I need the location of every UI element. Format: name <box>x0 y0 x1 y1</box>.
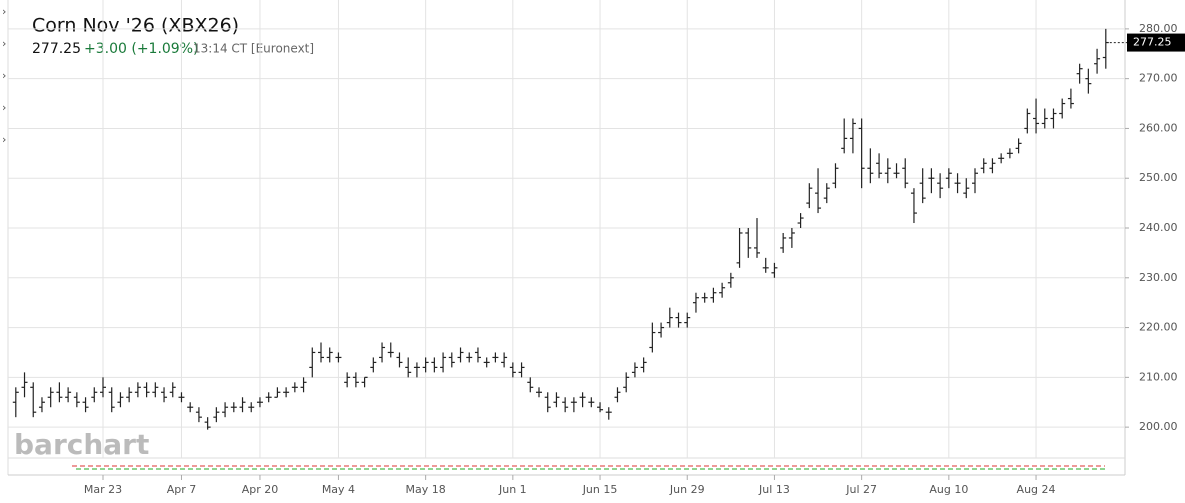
y-tick-label: 260.00 <box>1139 121 1178 134</box>
y-tick-label: 270.00 <box>1139 72 1178 85</box>
y-tick-label: 280.00 <box>1139 22 1178 35</box>
price-change: +3.00 (+1.09%) <box>84 41 198 57</box>
side-arrow[interactable]: › <box>2 133 6 146</box>
side-arrow[interactable]: › <box>2 101 6 114</box>
last-price-tag-label: 277.25 <box>1133 36 1172 49</box>
watermark: barchart <box>14 428 149 461</box>
last-price: 277.25 <box>32 41 81 57</box>
x-tick-label: Apr 20 <box>242 483 279 496</box>
ohlc-bars <box>12 28 1109 430</box>
y-tick-label: 210.00 <box>1139 370 1178 383</box>
x-tick-label: Jul 27 <box>845 483 877 496</box>
grid <box>8 0 1125 458</box>
x-tick-label: May 18 <box>406 483 446 496</box>
last-price-tag <box>1127 33 1185 52</box>
chart-title: Corn Nov '26 (XBX26) <box>32 15 239 37</box>
x-tick-label: Aug 10 <box>929 483 968 496</box>
y-tick-label: 240.00 <box>1139 221 1178 234</box>
side-arrow[interactable]: › <box>2 5 6 18</box>
side-arrow[interactable]: › <box>2 37 6 50</box>
x-tick-label: Jun 29 <box>669 483 705 496</box>
x-tick-label: May 4 <box>322 483 355 496</box>
side-arrow[interactable]: › <box>2 69 6 82</box>
y-tick-label: 200.00 <box>1139 420 1178 433</box>
quote-time: 13:14 CT [Euronext] <box>193 42 314 56</box>
x-tick-label: Jul 13 <box>758 483 790 496</box>
axes <box>7 0 1126 476</box>
x-tick-label: Mar 23 <box>84 483 122 496</box>
y-tick-label: 230.00 <box>1139 271 1178 284</box>
x-tick-label: Jun 15 <box>582 483 618 496</box>
y-tick-label: 220.00 <box>1139 321 1178 334</box>
x-tick-label: Jun 1 <box>498 483 527 496</box>
side-arrows: › › › › › <box>2 5 6 146</box>
x-tick-label: Apr 7 <box>167 483 197 496</box>
y-tick-label: 250.00 <box>1139 171 1178 184</box>
x-tick-label: Aug 24 <box>1017 483 1056 496</box>
